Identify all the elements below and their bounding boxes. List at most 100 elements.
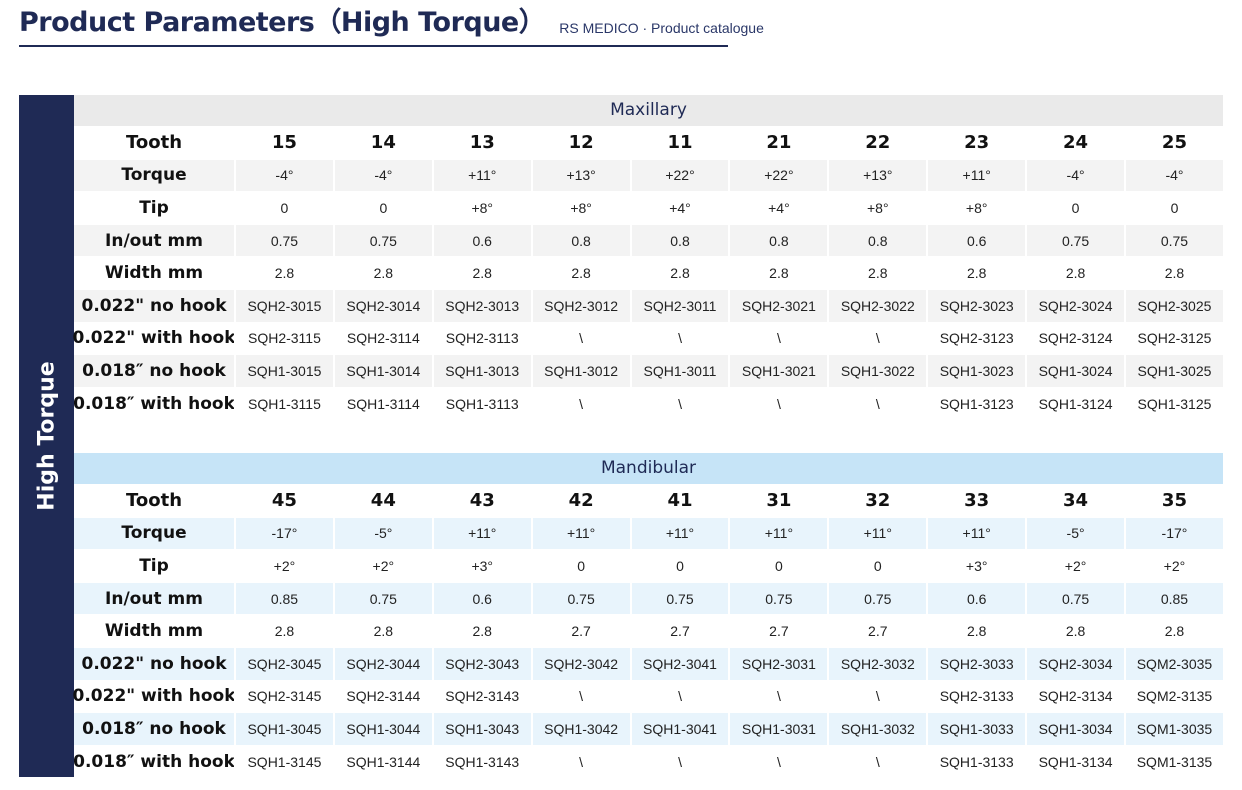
row-label: Tooth	[125, 132, 183, 154]
maxillary-section-title: Maxillary	[74, 95, 1223, 126]
table-cell: SQH2-3044	[332, 647, 432, 680]
table-cell: 0.6	[431, 582, 531, 615]
table-cell: SQH2-3041	[629, 647, 729, 680]
table-cell: 0	[629, 550, 729, 582]
table-cell: SQH1-3015	[234, 355, 333, 387]
table-row: In/out mm 0.75 0.75 0.6 0.8 0.8 0.8 0.8 0.6 0.75 0…	[74, 223, 1223, 257]
table-cell: 44	[332, 485, 432, 517]
table-cell: 2.8	[332, 615, 432, 647]
table-cell: 25	[1124, 127, 1223, 159]
table-cell: \	[728, 322, 827, 355]
table-cell: SQH2-3012	[530, 289, 630, 322]
mandibular-table: Mandibular Tooth 45 44 43 42 41 31 32 33 34 35 Torq…	[72, 453, 1223, 778]
table-cell: 0	[332, 192, 432, 224]
table-cell: 2.8	[1124, 615, 1223, 647]
table-cell: 2.8	[1025, 615, 1124, 647]
table-cell: 32	[827, 485, 926, 517]
table-cell: 0.75	[827, 582, 926, 615]
table-cell: 0.75	[332, 224, 432, 257]
table-cell: SQH1-3134	[1025, 745, 1124, 778]
table-cell: SQH1-3041	[629, 713, 729, 745]
table-cell: 2.8	[629, 257, 729, 289]
table-cell: +8°	[926, 192, 1025, 224]
table-row: 0.022" no hook SQH2-3015 SQH2-3014 SQH2-301…	[74, 288, 1223, 322]
table-cell: SQH1-3021	[728, 355, 827, 387]
table-cell: SQH2-3143	[431, 680, 531, 713]
table-cell: \	[530, 745, 630, 778]
table-cell: -4°	[1025, 159, 1124, 192]
table-cell: -17°	[234, 517, 333, 550]
table-cell: \	[629, 680, 729, 713]
table-cell: 0	[728, 550, 827, 582]
table-cell: 34	[1025, 485, 1124, 517]
table-cell: +4°	[629, 192, 729, 224]
table-cell: 2.8	[234, 615, 333, 647]
maxillary-rows: Tooth 15 14 13 12 11 21 22 23 24 25 Torque -4° -4° +11…	[72, 126, 1223, 420]
table-cell: SQM1-3035	[1124, 713, 1223, 745]
table-cell: SQH1-3124	[1025, 387, 1124, 420]
table-cell: 2.8	[431, 257, 531, 289]
table-cell: 22	[827, 127, 926, 159]
row-label: 0.022" with hook	[72, 686, 236, 707]
table-cell: SQH1-3032	[827, 713, 926, 745]
table-cell: SQH2-3025	[1124, 289, 1223, 322]
table-cell: \	[629, 745, 729, 778]
table-cell: 0.8	[827, 224, 926, 257]
table-row: Width mm 2.8 2.8 2.8 2.7 2.7 2.7 2.7 2.8 2.8 2.8	[74, 614, 1223, 647]
table-cell: 0.6	[926, 582, 1025, 615]
table-cell: +11°	[926, 159, 1025, 192]
table-cell: 45	[234, 485, 333, 517]
table-cell: SQH1-3025	[1124, 355, 1223, 387]
table-cell: 2.7	[530, 615, 630, 647]
row-label: 0.022" with hook	[72, 328, 236, 349]
table-cell: SQH2-3021	[728, 289, 827, 322]
row-label: Torque	[121, 165, 187, 186]
table-cell: 0	[1124, 192, 1223, 224]
row-label: Width mm	[104, 621, 204, 642]
table-cell: +2°	[1124, 550, 1223, 582]
table-cell: 33	[926, 485, 1025, 517]
table-cell: +22°	[629, 159, 729, 192]
mandibular-rows: Tooth 45 44 43 42 41 31 32 33 34 35 Torque -17° -5° +1…	[72, 484, 1223, 778]
table-cell: 0.75	[1025, 224, 1124, 257]
table-cell: 0.75	[530, 582, 630, 615]
table-cell: +8°	[827, 192, 926, 224]
table-cell: SQH2-3045	[234, 647, 333, 680]
table-cell: +13°	[827, 159, 926, 192]
table-cell: 13	[431, 127, 531, 159]
table-cell: 41	[629, 485, 729, 517]
table-cell: SQH2-3042	[530, 647, 630, 680]
table-cell: 14	[332, 127, 432, 159]
table-cell: 2.8	[332, 257, 432, 289]
page-title: Product Parameters（High Torque）	[19, 7, 546, 38]
table-cell: SQH1-3144	[332, 745, 432, 778]
table-cell: 11	[629, 127, 729, 159]
table-cell: +13°	[530, 159, 630, 192]
table-cell: SQH2-3024	[1025, 289, 1124, 322]
table-cell: 2.8	[530, 257, 630, 289]
table-cell: +11°	[431, 159, 531, 192]
table-cell: SQH1-3014	[332, 355, 432, 387]
table-cell: 2.8	[1025, 257, 1124, 289]
table-cell: SQH2-3124	[1025, 322, 1124, 355]
table-cell: SQH1-3033	[926, 713, 1025, 745]
table-cell: SQH2-3022	[827, 289, 926, 322]
table-cell: 2.7	[728, 615, 827, 647]
table-cell: 2.8	[234, 257, 333, 289]
table-cell: SQH2-3023	[926, 289, 1025, 322]
page-subtitle: RS MEDICO · Product catalogue	[559, 20, 764, 36]
table-cell: SQH1-3031	[728, 713, 827, 745]
table-cell: SQH2-3134	[1025, 680, 1124, 713]
table-cell: -4°	[332, 159, 432, 192]
table-cell: 23	[926, 127, 1025, 159]
table-cell: +2°	[332, 550, 432, 582]
table-cell: SQH2-3032	[827, 647, 926, 680]
table-cell: 0	[827, 550, 926, 582]
row-label: In/out mm	[105, 588, 203, 609]
table-cell: SQH1-3145	[234, 745, 333, 778]
table-cell: SQH1-3143	[431, 745, 531, 778]
row-label: Tip	[139, 197, 169, 218]
maxillary-table: Maxillary Tooth 15 14 13 12 11 21 22 23 24 25 Torqu…	[72, 95, 1223, 420]
row-label: 0.018″ with hook	[73, 393, 235, 414]
table-cell: \	[728, 387, 827, 420]
